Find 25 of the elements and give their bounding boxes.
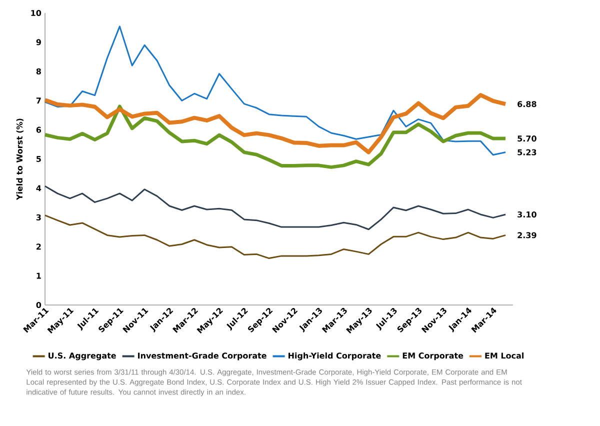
line-series [43,93,508,154]
y-tick-label: 7 [36,98,41,104]
y-axis-title: Yield to Worst (%) [16,118,24,200]
y-tick-label: 3 [36,214,41,220]
data-label: 5.23 [518,149,536,156]
y-tick-label: 1 [36,272,41,279]
line-series [44,26,506,156]
y-tick-label: 0 [36,302,42,308]
data-label: 6.88 [518,101,536,108]
y-tick-label: 9 [36,39,41,46]
data-label: 3.10 [518,211,536,218]
legend-label: High-Yield Corporate [288,352,381,360]
legend-label: Investment-Grade Corporate [138,352,266,360]
y-tick-label: 8 [36,68,41,74]
data-label: 5.70 [518,136,536,142]
y-tick-label: 10 [31,10,42,16]
y-tick-label: 5 [36,156,41,162]
line-series [43,104,508,169]
legend-label: EM Corporate [402,352,464,360]
legend-label: EM Local [485,352,524,359]
y-tick-label: 6 [36,126,42,133]
y-tick-label: 4 [36,185,42,192]
data-label: 2.39 [518,232,536,238]
legend-label: U.S. Aggregate [48,352,116,360]
y-tick-label: 2 [36,244,41,250]
